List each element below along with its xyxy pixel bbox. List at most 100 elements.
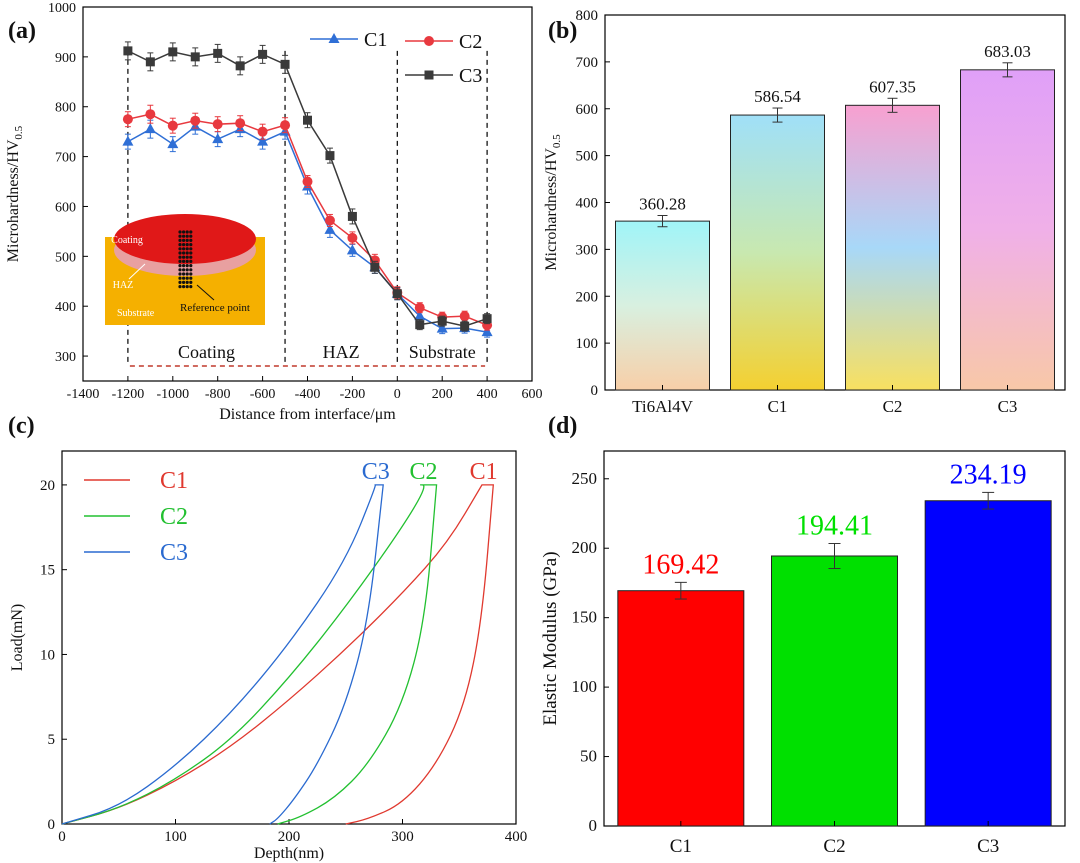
- data-point: [414, 310, 426, 321]
- inset-reference-dot: [182, 234, 186, 238]
- inset-reference-dot: [185, 268, 189, 272]
- x-axis-label: Depth(nm): [254, 845, 324, 862]
- region-label: Substrate: [409, 342, 476, 362]
- inset-reference-dot: [182, 268, 186, 272]
- x-tick-label: -1200: [112, 387, 145, 402]
- y-tick-label: 250: [572, 469, 598, 488]
- inset-reference-dot: [185, 230, 189, 234]
- inset-reference-dot: [182, 272, 186, 276]
- bar: [615, 220, 710, 391]
- data-point: [324, 215, 335, 226]
- inset-reference-dot: [182, 285, 186, 289]
- load-depth-curve: [61, 484, 495, 825]
- data-point: [190, 115, 201, 126]
- y-tick-label: 0: [589, 816, 598, 835]
- legend-label: C3: [160, 540, 188, 566]
- inset-reference-dot: [178, 247, 182, 251]
- bar: [924, 500, 1052, 827]
- inset-reference-dot: [189, 280, 193, 284]
- data-point: [167, 120, 178, 131]
- x-tick-label: -800: [205, 387, 231, 402]
- inset-reference-dot: [185, 255, 189, 259]
- data-point: [346, 244, 358, 255]
- load-depth-curve: [61, 484, 384, 825]
- y-tick-label: 900: [55, 51, 76, 66]
- data-point: [123, 46, 133, 56]
- inset-haz-label: HAZ: [113, 280, 134, 291]
- x-tick-label: 400: [477, 387, 498, 402]
- data-point: [213, 48, 223, 58]
- x-tick-label: -1400: [67, 387, 100, 402]
- inset-reference-dot: [178, 276, 182, 280]
- y-tick-label: 0: [48, 817, 56, 833]
- bar: [730, 114, 825, 391]
- data-point: [460, 321, 470, 331]
- curve-c1: [61, 484, 495, 825]
- y-tick-label: 50: [580, 747, 597, 766]
- inset-reference-dot: [178, 264, 182, 268]
- data-point: [436, 322, 448, 333]
- inset-reference-dot: [178, 243, 182, 247]
- legend-label: C1: [160, 468, 188, 494]
- data-point: [145, 109, 156, 120]
- y-tick-label: 500: [576, 149, 599, 165]
- data-point: [370, 262, 380, 272]
- data-point: [481, 326, 493, 337]
- inset-reference-dot: [178, 268, 182, 272]
- x-tick-label: C1: [670, 836, 692, 857]
- data-point: [145, 57, 155, 67]
- inset-reference-dot: [182, 264, 186, 268]
- data-label: 683.03: [984, 42, 1031, 61]
- x-tick-label: -200: [340, 387, 366, 402]
- inset-reference-dot: [178, 230, 182, 234]
- data-point: [257, 126, 268, 137]
- y-tick-label: 10: [40, 647, 55, 663]
- data-label: 607.35: [869, 77, 916, 96]
- region-label: HAZ: [323, 342, 360, 362]
- y-axis-label: Load(mN): [9, 604, 26, 672]
- y-axis-label: Microhardness/HV0.5: [5, 125, 25, 262]
- y-axis-label-subscript: 0.5: [13, 125, 25, 139]
- data-point: [258, 49, 268, 59]
- inset-reference-dot: [189, 238, 193, 242]
- data-label: 360.28: [639, 194, 686, 213]
- inset-reference-dot: [182, 255, 186, 259]
- x-tick-label: 200: [432, 387, 453, 402]
- x-tick-label: 300: [391, 829, 414, 845]
- data-label: 586.54: [754, 87, 801, 106]
- inset-reference-dot: [178, 259, 182, 263]
- panel-label-b: (b): [548, 18, 577, 44]
- data-point: [122, 114, 133, 125]
- y-tick-label: 200: [572, 538, 598, 557]
- data-point: [482, 314, 492, 324]
- y-axis-label-subscript: 0.5: [551, 134, 563, 148]
- inset-reference-dot: [189, 255, 193, 259]
- legend-item: C1: [310, 29, 387, 51]
- data-point: [415, 320, 425, 330]
- y-axis-label-main: Microhardness/HV: [543, 148, 560, 271]
- inset-reference-dot: [189, 276, 193, 280]
- y-tick-label: 300: [576, 242, 599, 258]
- curve-label: C3: [362, 459, 390, 485]
- data-label: 194.41: [796, 510, 873, 541]
- inset-reference-dot: [185, 247, 189, 251]
- data-point: [235, 61, 245, 71]
- inset-reference-dot: [185, 251, 189, 255]
- inset-reference-dot: [189, 243, 193, 247]
- y-tick-label: 700: [576, 55, 599, 71]
- inset-reference-dot: [189, 247, 193, 251]
- y-tick-label: 800: [576, 8, 599, 24]
- data-point: [168, 47, 178, 57]
- inset-reference-dot: [178, 255, 182, 259]
- bar: [617, 590, 745, 827]
- data-point: [303, 115, 312, 125]
- inset-reference-dot: [178, 234, 182, 238]
- y-tick-label: 200: [576, 289, 599, 305]
- legend-marker: [424, 36, 434, 46]
- data-point: [144, 123, 156, 134]
- legend-label: C3: [459, 65, 482, 87]
- region-label: Coating: [178, 342, 235, 362]
- y-axis-label: Microhardness/HV0.5: [543, 134, 563, 271]
- x-tick-label: -400: [295, 387, 321, 402]
- inset-haz-arrow: [128, 263, 146, 280]
